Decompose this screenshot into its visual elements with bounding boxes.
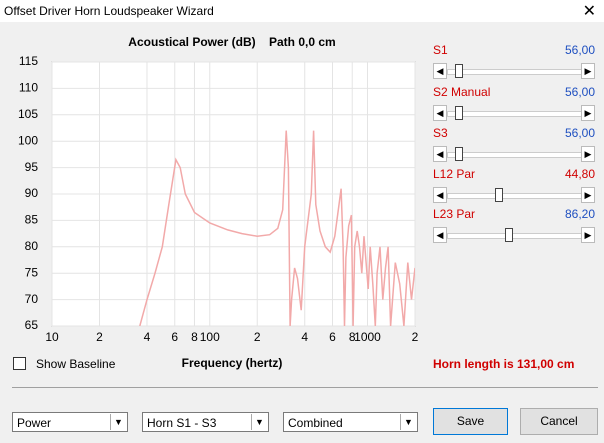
slider-label: L12 Par <box>433 167 476 181</box>
dropdown-text: Combined <box>288 416 343 430</box>
x-tick-label: 2 <box>254 330 261 344</box>
slider-left-arrow[interactable]: ◀ <box>433 105 447 121</box>
slider-right-arrow[interactable]: ▶ <box>581 63 595 79</box>
slider-track <box>447 152 583 158</box>
slider-value: 56,00 <box>564 43 595 57</box>
slider[interactable]: ◀ ▶ <box>433 187 595 203</box>
horn-length: Horn length is 131,00 cm <box>433 357 575 371</box>
slider-thumb[interactable] <box>455 64 463 78</box>
x-tick-label: 8 <box>349 330 356 344</box>
slider-left-arrow[interactable]: ◀ <box>433 63 447 79</box>
slider-track <box>447 193 583 199</box>
y-tick-label: 90 <box>25 186 39 200</box>
y-tick-label: 75 <box>25 265 39 279</box>
x-tick-label: 100 <box>200 330 220 344</box>
dropdown[interactable]: Combined ▼ <box>283 412 418 432</box>
slider-left-arrow[interactable]: ◀ <box>433 146 447 162</box>
close-button[interactable]: ✕ <box>582 3 596 20</box>
slider-value: 44,80 <box>564 167 595 181</box>
slider-right-arrow[interactable]: ▶ <box>581 105 595 121</box>
y-tick-label: 100 <box>18 133 38 147</box>
slider-left-arrow[interactable]: ◀ <box>433 187 447 203</box>
slider[interactable]: ◀ ▶ <box>433 227 595 243</box>
dropdown[interactable]: Horn S1 - S3 ▼ <box>142 412 269 432</box>
dropdown-text: Power <box>17 416 52 430</box>
slider[interactable]: ◀ ▶ <box>433 146 595 162</box>
y-tick-label: 70 <box>25 292 39 306</box>
slider-label: S1 <box>433 43 448 57</box>
checkbox[interactable] <box>13 357 26 370</box>
slider[interactable]: ◀ ▶ <box>433 63 595 79</box>
save-button[interactable]: Save <box>433 408 508 435</box>
dropdown[interactable]: Power ▼ <box>12 412 128 432</box>
window-title: Offset Driver Horn Loudspeaker Wizard <box>4 4 214 18</box>
separator <box>12 387 598 388</box>
x-tick-label: 1000 <box>354 330 381 344</box>
title-bar: Offset Driver Horn Loudspeaker Wizard ✕ <box>0 0 604 22</box>
slider-label: S3 <box>433 126 448 140</box>
slider-right-arrow[interactable]: ▶ <box>581 187 595 203</box>
checkbox-label[interactable]: Show Baseline <box>36 357 116 371</box>
x-tick-label: 2 <box>96 330 103 344</box>
dropdown-arrow: ▼ <box>110 414 126 430</box>
slider-track <box>447 233 583 239</box>
slider-thumb[interactable] <box>495 188 503 202</box>
slider-value: 56,00 <box>564 126 595 140</box>
chart-title: Acoustical Power (dB) Path 0,0 cm <box>128 35 335 49</box>
x-tick-label: 6 <box>171 330 178 344</box>
slider-label: L23 Par <box>433 207 476 221</box>
slider-track <box>447 111 583 117</box>
chart: Acoustical Power (dB) Path 0,0 cm Freque… <box>18 35 419 370</box>
slider-thumb[interactable] <box>505 228 513 242</box>
x-tick-label: 4 <box>301 330 308 344</box>
dropdown-text: Horn S1 - S3 <box>147 416 217 430</box>
cancel-button[interactable]: Cancel <box>520 408 598 435</box>
slider-left-arrow[interactable]: ◀ <box>433 227 447 243</box>
slider-right-arrow[interactable]: ▶ <box>581 227 595 243</box>
slider-thumb[interactable] <box>455 106 463 120</box>
data-line <box>139 130 415 326</box>
x-tick-label: 10 <box>45 330 59 344</box>
y-tick-label: 85 <box>25 213 39 227</box>
slider-thumb[interactable] <box>455 147 463 161</box>
x-tick-label: 6 <box>329 330 336 344</box>
x-tick-label: 8 <box>191 330 198 344</box>
y-tick-label: 115 <box>19 54 38 68</box>
y-tick-label: 95 <box>25 160 39 174</box>
x-axis-label: Frequency (hertz) <box>182 356 283 370</box>
y-tick-label: 65 <box>25 318 39 332</box>
dropdown-arrow: ▼ <box>251 414 267 430</box>
slider-track <box>447 69 583 75</box>
slider-value: 56,00 <box>564 85 595 99</box>
x-tick-label: 2 <box>412 330 419 344</box>
slider[interactable]: ◀ ▶ <box>433 105 595 121</box>
y-tick-label: 110 <box>19 81 38 95</box>
slider-value: 86,20 <box>564 207 595 221</box>
y-tick-label: 80 <box>25 239 39 253</box>
dropdown-arrow: ▼ <box>400 414 416 430</box>
slider-right-arrow[interactable]: ▶ <box>581 146 595 162</box>
y-tick-label: 105 <box>18 107 38 121</box>
x-tick-label: 4 <box>144 330 151 344</box>
slider-label: S2 Manual <box>433 85 491 99</box>
